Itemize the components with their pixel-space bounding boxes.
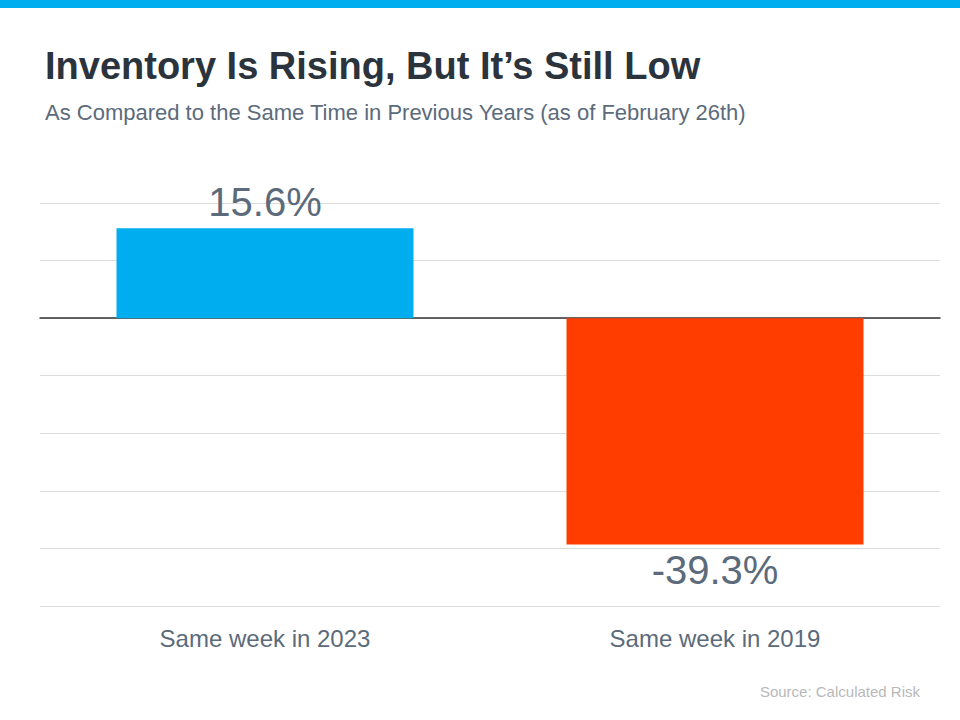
svg-text:Inventory Is Rising, But It’s: Inventory Is Rising, But It’s Still Low [45, 45, 701, 87]
svg-text:As Compared to the Same Time i: As Compared to the Same Time in Previous… [45, 100, 746, 125]
svg-text:Same week in 2023: Same week in 2023 [160, 625, 371, 652]
svg-text:-39.3%: -39.3% [652, 548, 779, 592]
svg-text:Source: Calculated Risk: Source: Calculated Risk [760, 683, 921, 700]
svg-text:15.6%: 15.6% [208, 180, 321, 224]
svg-text:Same week in 2019: Same week in 2019 [610, 625, 821, 652]
